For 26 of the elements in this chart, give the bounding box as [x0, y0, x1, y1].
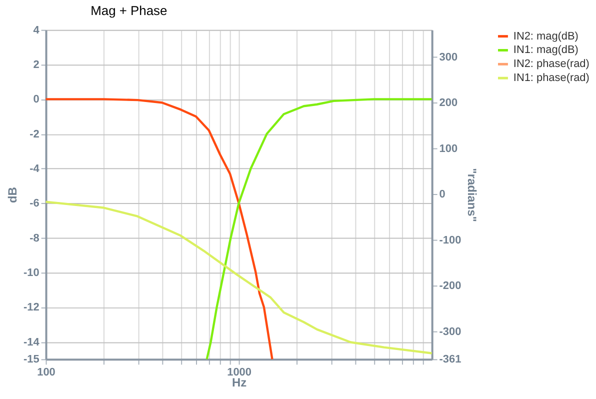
- legend-label: IN1: mag(dB): [513, 44, 578, 56]
- legend-label: IN2: mag(dB): [513, 30, 578, 42]
- y2-axis-title: "radians": [465, 168, 480, 222]
- y2-tick-label: -200: [439, 280, 462, 292]
- y2-tick-label: 100: [439, 142, 458, 155]
- legend-label: IN2: phase(rad): [513, 58, 590, 70]
- y2-tick-label: 0: [439, 188, 446, 201]
- legend-label: IN1: phase(rad): [513, 72, 590, 84]
- y2-tick-label: 200: [439, 97, 458, 110]
- y2-tick-label: -361: [439, 354, 462, 366]
- y2-tick-label: -100: [439, 234, 462, 246]
- y-tick-label: -2: [30, 128, 40, 140]
- y-tick-label: -15: [23, 354, 40, 366]
- y-tick-label: 4: [33, 24, 40, 36]
- y-axis-title: dB: [6, 186, 20, 203]
- y-tick-label: 0: [33, 94, 40, 106]
- y2-tick-label: -300: [439, 326, 462, 338]
- y-tick-label: -14: [23, 336, 40, 348]
- y-tick-label: -6: [30, 198, 40, 210]
- y-tick-label: -8: [30, 232, 40, 244]
- y-tick-label: -4: [30, 162, 40, 175]
- y2-tick-label: 300: [439, 51, 458, 64]
- y-tick-label: -10: [23, 266, 40, 279]
- chart-title: Mag + Phase: [90, 2, 168, 18]
- y-tick-label: -12: [23, 302, 40, 314]
- y-tick-label: 2: [33, 58, 40, 71]
